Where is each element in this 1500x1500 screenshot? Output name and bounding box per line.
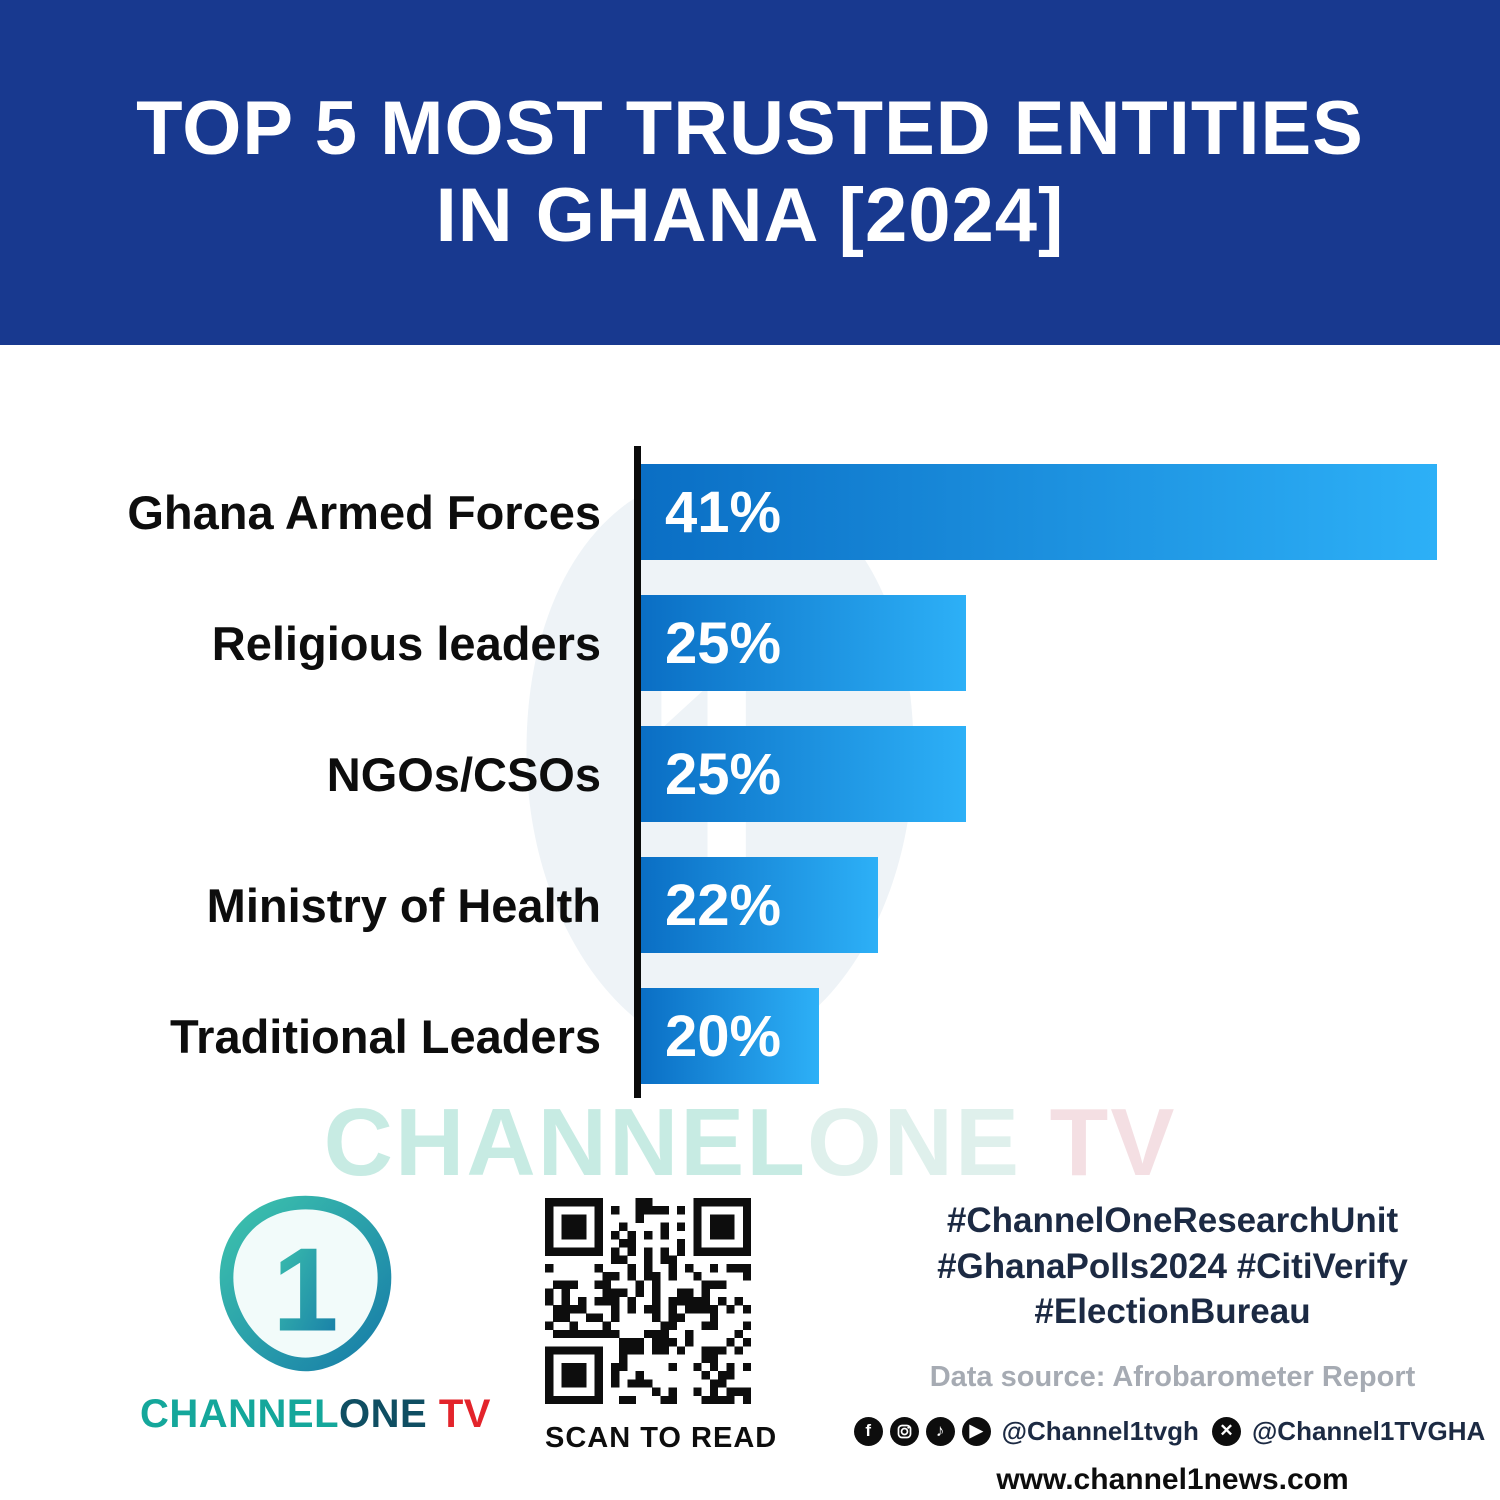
logo-word-one: ONE — [339, 1392, 428, 1436]
logo-word-tv: TV — [427, 1392, 491, 1436]
page-title-line-1: TOP 5 MOST TRUSTED ENTITIES — [136, 85, 1364, 171]
category-label: Traditional Leaders — [170, 1009, 601, 1063]
category-label: Ministry of Health — [206, 878, 601, 932]
logo-word-channel: CHANNEL — [140, 1392, 340, 1436]
youtube-icon: ▶ — [961, 1416, 991, 1446]
chart-axis — [634, 446, 641, 1098]
facebook-icon: f — [853, 1416, 883, 1446]
bar: 20% — [639, 988, 819, 1084]
chart-row: Traditional Leaders 20% — [0, 988, 1437, 1084]
header: TOP 5 MOST TRUSTED ENTITIES IN GHANA [20… — [0, 0, 1500, 345]
bar: 41% — [639, 464, 1437, 560]
bar-value-label: 41% — [665, 479, 782, 545]
bar: 25% — [639, 726, 967, 822]
data-source: Data source: Afrobarometer Report — [929, 1360, 1416, 1393]
chart-row: Ministry of Health 22% — [0, 857, 1437, 953]
website-url: www.channel1news.com — [996, 1462, 1349, 1496]
chart-rows: Ghana Armed Forces 41% Religious leaders 25… — [0, 464, 1437, 1084]
bar-value-label: 20% — [665, 1003, 782, 1069]
chart-row: Ghana Armed Forces 41% — [0, 464, 1437, 560]
bar-area: 22% — [639, 857, 1437, 953]
chart-row: Religious leaders 25% — [0, 595, 1437, 691]
footer-right: #ChannelOneResearchUnit #GhanaPolls2024 … — [853, 1198, 1485, 1497]
instagram-icon — [889, 1416, 919, 1446]
chart-row: NGOs/CSOs 25% — [0, 726, 1437, 822]
channel-one-logo-icon: 1 — [219, 1195, 391, 1372]
qr-caption: SCAN TO READ — [545, 1422, 778, 1454]
bar-area: 20% — [639, 988, 1437, 1084]
page-title-line-2: IN GHANA [2024] — [435, 172, 1065, 258]
bar-area: 25% — [639, 595, 1437, 691]
footer-logo: 1 CHANNELONE TV — [140, 1186, 490, 1437]
bar-area: 25% — [639, 726, 1437, 822]
social-handle-main: @Channel1tvgh — [1001, 1415, 1199, 1446]
watermark-one: ONE — [806, 1089, 1021, 1196]
bar-value-label: 25% — [665, 741, 782, 807]
bar-value-label: 22% — [665, 872, 782, 938]
social-handle-x: @Channel1TVGHA — [1251, 1415, 1486, 1446]
qr-code — [545, 1198, 751, 1404]
hashtags-line-2: #GhanaPolls2024 #CitiVerify — [937, 1246, 1408, 1286]
watermark-text: CHANNELONE TV — [0, 1088, 1500, 1198]
bar-value-label: 25% — [665, 610, 782, 676]
qr-block: SCAN TO READ — [545, 1198, 778, 1455]
watermark-channel: CHANNEL — [323, 1089, 807, 1196]
bar-area: 41% — [639, 464, 1437, 560]
category-label: Ghana Armed Forces — [127, 485, 601, 539]
hashtags-line-1: #ChannelOneResearchUnit — [946, 1201, 1399, 1240]
watermark-tv: TV — [1021, 1089, 1177, 1196]
category-label: Religious leaders — [211, 616, 601, 670]
bar: 25% — [639, 595, 967, 691]
bar: 22% — [639, 857, 879, 953]
logo-wordmark: CHANNELONE TV — [140, 1392, 490, 1437]
social-row: f ♪ ▶ @Channel1tvgh ✕ @Channel1TVGHA — [853, 1415, 1485, 1447]
category-label: NGOs/CSOs — [326, 747, 601, 801]
hashtags-line-3: #ElectionBureau — [1034, 1292, 1311, 1331]
tiktok-icon: ♪ — [925, 1416, 955, 1446]
x-icon: ✕ — [1211, 1416, 1241, 1446]
svg-text:1: 1 — [272, 1223, 338, 1356]
